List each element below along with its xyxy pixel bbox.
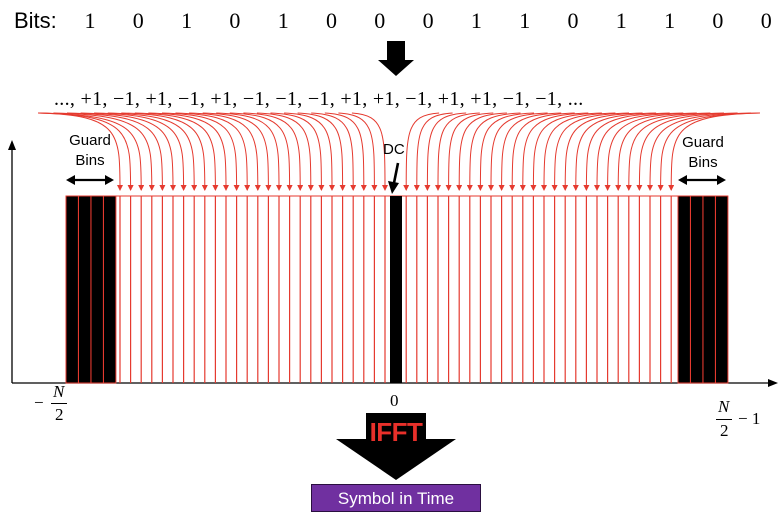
bit-10: 0 bbox=[563, 8, 583, 34]
mapping-curve bbox=[597, 113, 683, 190]
mapping-curve bbox=[243, 113, 300, 190]
bit-4: 1 bbox=[273, 8, 293, 34]
guard-right-line2: Bins bbox=[673, 153, 733, 173]
frequency-bins bbox=[66, 196, 728, 383]
guard-left-double-arrow bbox=[66, 175, 114, 185]
symbol-in-time-box: Symbol in Time bbox=[311, 484, 481, 512]
y-axis-arrowhead bbox=[8, 140, 16, 150]
x-axis-arrowhead bbox=[768, 379, 778, 387]
guard-bin bbox=[91, 196, 103, 383]
mapping-curve bbox=[352, 113, 385, 190]
guard-bin bbox=[66, 196, 78, 383]
axis-right-num: N bbox=[718, 397, 729, 417]
bit-11: 1 bbox=[611, 8, 631, 34]
dc-arrow bbox=[388, 163, 399, 194]
bit-5: 0 bbox=[322, 8, 342, 34]
mapping-curve bbox=[523, 113, 589, 190]
guard-right-double-arrow bbox=[678, 175, 726, 185]
bit-6: 0 bbox=[370, 8, 390, 34]
guard-bins-left-label: Guard Bins bbox=[60, 131, 120, 171]
bits-to-symbols-arrow bbox=[378, 41, 414, 76]
mapping-curve bbox=[491, 113, 548, 190]
bit-14: 0 bbox=[756, 8, 776, 34]
dc-label: DC bbox=[383, 141, 405, 158]
mapping-curve bbox=[230, 113, 290, 190]
guard-left-line1: Guard bbox=[60, 131, 120, 151]
axis-left-frac-bar bbox=[51, 403, 67, 404]
axis-right-den: 2 bbox=[720, 421, 729, 441]
mapping-curve bbox=[284, 113, 332, 190]
mapping-curve bbox=[470, 113, 521, 190]
axis-center-label: 0 bbox=[390, 391, 399, 411]
bit-7: 0 bbox=[418, 8, 438, 34]
bit-13: 0 bbox=[708, 8, 728, 34]
axis-left-minus: − bbox=[34, 393, 44, 413]
bit-1: 0 bbox=[128, 8, 148, 34]
guard-bins-right-label: Guard Bins bbox=[673, 133, 733, 173]
axis-right-suffix: − 1 bbox=[738, 409, 760, 429]
axis-left-den: 2 bbox=[55, 405, 64, 425]
bit-12: 1 bbox=[660, 8, 680, 34]
bit-8: 1 bbox=[466, 8, 486, 34]
ifft-label: IFFT bbox=[366, 417, 426, 448]
guard-bin bbox=[79, 196, 91, 383]
mapping-curve bbox=[459, 113, 507, 190]
bits-label: Bits: bbox=[14, 8, 57, 34]
bit-0: 1 bbox=[80, 8, 100, 34]
bit-9: 1 bbox=[515, 8, 535, 34]
guard-bin bbox=[703, 196, 715, 383]
axis-right-frac-bar bbox=[716, 419, 732, 420]
guard-bin bbox=[716, 196, 728, 383]
mapping-curve bbox=[502, 113, 562, 190]
guard-bin bbox=[678, 196, 690, 383]
mapping-curve bbox=[406, 113, 439, 190]
guard-bin bbox=[691, 196, 703, 383]
guard-left-line2: Bins bbox=[60, 151, 120, 171]
guard-right-line1: Guard bbox=[673, 133, 733, 153]
axis-left-num: N bbox=[53, 382, 64, 402]
mapping-curve bbox=[108, 113, 195, 190]
guard-bin bbox=[104, 196, 116, 383]
bit-3: 0 bbox=[225, 8, 245, 34]
bit-2: 1 bbox=[177, 8, 197, 34]
bpsk-symbols: ..., +1, −1, +1, −1, +1, −1, −1, −1, +1,… bbox=[54, 88, 584, 111]
dc-bin bbox=[390, 196, 402, 383]
